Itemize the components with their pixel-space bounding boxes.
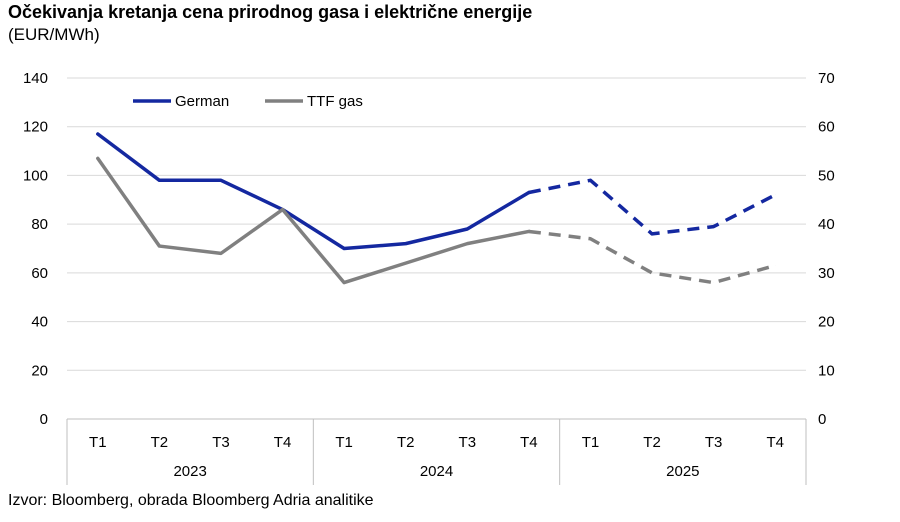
series-line-solid [96, 132, 531, 251]
series-line-dashed [528, 229, 776, 285]
y-right-tick-label: 0 [818, 411, 826, 428]
series-line-solid [96, 156, 531, 285]
series-lines [96, 132, 777, 285]
gridlines [67, 77, 806, 371]
y-left-tick-label: 20 [31, 362, 48, 379]
y-right-tick-label: 70 [818, 70, 835, 87]
y-right-tick-label: 20 [818, 314, 835, 331]
x-group-label: 2024 [420, 463, 453, 480]
x-tick-label: T1 [89, 434, 107, 451]
y-left-tick-label: 80 [31, 216, 48, 233]
x-tick-label: T3 [212, 434, 230, 451]
y-left-tick-label: 60 [31, 265, 48, 282]
legend-label: TTF gas [307, 93, 363, 110]
series-line-dashed [528, 178, 777, 236]
x-tick-label: T3 [705, 434, 723, 451]
x-tick-label: T3 [459, 434, 477, 451]
x-tick-label: T4 [274, 434, 292, 451]
y-right-tick-label: 60 [818, 119, 835, 136]
x-tick-label: T1 [335, 434, 353, 451]
x-tick-label: T4 [766, 434, 784, 451]
y-left-tick-label: 0 [40, 411, 48, 428]
x-tick-label: T1 [582, 434, 600, 451]
y-left-tick-label: 120 [23, 119, 48, 136]
y-right-tick-label: 10 [818, 362, 835, 379]
x-tick-label: T2 [397, 434, 415, 451]
x-group-label: 2023 [173, 463, 206, 480]
x-tick-label: T4 [520, 434, 538, 451]
legend: German TTF gas [133, 93, 363, 110]
y-right-tick-label: 30 [818, 265, 835, 282]
x-tick-label: T2 [643, 434, 661, 451]
x-tick-label: T2 [151, 434, 169, 451]
axes: 0 20 40 60 80 100 120 140 0 10 20 30 40 50 60 70 T1 T2 T3 T… [23, 70, 835, 485]
source-note: Izvor: Bloomberg, obrada Bloomberg Adria… [8, 492, 374, 509]
chart-subtitle: (EUR/MWh) [8, 25, 100, 44]
y-left-tick-label: 40 [31, 314, 48, 331]
y-right-tick-label: 50 [818, 167, 835, 184]
y-left-tick-label: 140 [23, 70, 48, 87]
y-left-tick-label: 100 [23, 167, 48, 184]
chart-title: Očekivanja kretanja cena prirodnog gasa … [8, 2, 533, 22]
legend-label: German [175, 93, 229, 110]
x-group-label: 2025 [666, 463, 699, 480]
y-right-tick-label: 40 [818, 216, 835, 233]
